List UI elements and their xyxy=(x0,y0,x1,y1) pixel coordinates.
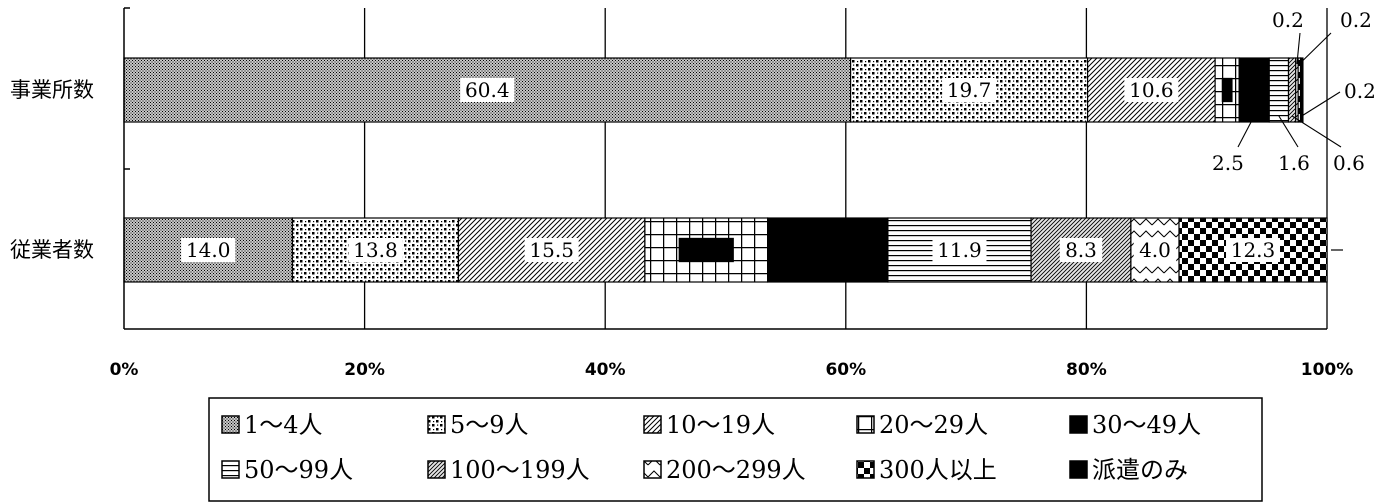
data-label-box xyxy=(932,238,987,262)
data-label: 11.9 xyxy=(937,238,982,262)
callout-leader xyxy=(1298,32,1332,65)
legend-swatch xyxy=(221,460,240,479)
data-label: 14.0 xyxy=(186,238,231,262)
x-tick-label: 40% xyxy=(585,360,626,380)
bar-segment xyxy=(1299,57,1304,123)
x-tick-label: 80% xyxy=(1066,360,1107,380)
legend-swatch xyxy=(856,460,875,479)
legend-swatch xyxy=(221,415,240,434)
legend-swatch xyxy=(1069,415,1088,434)
legend-swatch xyxy=(856,415,875,434)
callout-leader xyxy=(1296,32,1301,65)
bar-segment xyxy=(1287,57,1297,123)
data-label: 10.6 xyxy=(1129,78,1174,102)
data-label: 19.7 xyxy=(947,78,992,102)
data-label-box xyxy=(942,78,997,102)
bar-segment xyxy=(1268,57,1290,123)
bar-segment xyxy=(1238,57,1270,123)
callout-leader xyxy=(1291,115,1342,148)
data-label: 4.0 xyxy=(1139,238,1171,262)
data-label-box xyxy=(460,78,515,102)
bar-segment-inner-block xyxy=(678,237,734,263)
legend-label: 5～9人 xyxy=(450,411,529,439)
data-label-box xyxy=(181,238,236,262)
legend-swatch xyxy=(1069,460,1088,479)
legend-label: 100～199人 xyxy=(450,456,590,484)
legend-label: 1～4人 xyxy=(244,411,323,439)
data-label-box xyxy=(1124,78,1179,102)
legend-label: 10～19人 xyxy=(666,411,775,439)
legend-swatch xyxy=(643,460,662,479)
data-labels: 60.4 19.7 10.6 14.0 13.8 15.5 11.9 8.3 4.0 12.3 2.… xyxy=(181,8,1376,262)
category-label: 事業所数 xyxy=(10,78,94,102)
bar-segment xyxy=(767,217,889,283)
legend-swatch xyxy=(427,460,446,479)
data-label-box xyxy=(524,238,579,262)
legend-swatch xyxy=(427,415,446,434)
category-label: 従業者数 xyxy=(10,238,94,262)
data-label-box xyxy=(348,238,403,262)
x-tick-label: 100% xyxy=(1301,360,1354,380)
data-label-box xyxy=(1059,238,1103,262)
callout-leader xyxy=(1301,91,1341,117)
callout-label: 0.2 xyxy=(1272,8,1304,32)
callout-label: 0.2 xyxy=(1344,79,1376,103)
legend-swatch xyxy=(643,415,662,434)
data-label-box xyxy=(1226,238,1281,262)
legend-label: 20～29人 xyxy=(879,411,988,439)
data-label: 13.8 xyxy=(353,238,398,262)
bar-segment-inner-block xyxy=(1221,77,1233,103)
data-label: 8.3 xyxy=(1065,238,1097,262)
x-tick-label: 0% xyxy=(110,360,139,380)
legend-box xyxy=(208,397,1263,502)
legend: 1～4人 5～9人 10～19人 20～29人 30～49人 50～99人 100～199人… xyxy=(208,397,1263,502)
x-tick-label: 60% xyxy=(825,360,866,380)
callout-label: 0.6 xyxy=(1333,151,1365,175)
x-tick-label: 20% xyxy=(344,360,385,380)
data-label: 60.4 xyxy=(465,78,510,102)
data-label-box xyxy=(1133,238,1177,262)
legend-label: 300人以上 xyxy=(879,456,997,484)
legend-label: 30～49人 xyxy=(1092,411,1201,439)
callout-label: 1.6 xyxy=(1278,151,1310,175)
legend-label: 200～299人 xyxy=(666,456,806,484)
callout-label: 0.2 xyxy=(1340,8,1372,32)
callout-leader xyxy=(1278,115,1299,148)
callout-label: 2.5 xyxy=(1212,151,1244,175)
legend-label: 50～99人 xyxy=(244,456,353,484)
data-label: 12.3 xyxy=(1231,238,1276,262)
legend-label: 派遣のみ xyxy=(1092,456,1188,484)
callout-leader xyxy=(1237,115,1255,148)
data-label: 15.5 xyxy=(529,238,574,262)
